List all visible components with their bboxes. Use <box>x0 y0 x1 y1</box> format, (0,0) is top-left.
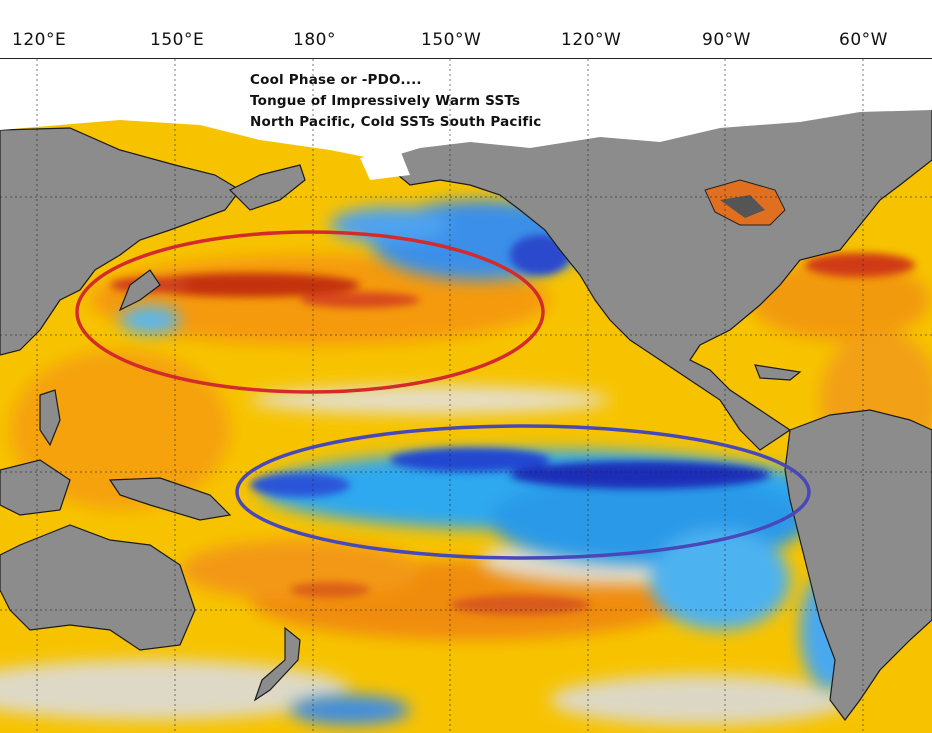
sst-map <box>0 59 932 733</box>
north-pacific-warm-ellipse <box>75 230 545 394</box>
annotation-line-3: North Pacific, Cold SSTs South Pacific <box>250 114 542 130</box>
lon-label-120e: 120°E <box>12 30 67 50</box>
lon-label-180: 180° <box>293 30 336 50</box>
phase-annotation: Cool Phase or -PDO.... Tongue of Impress… <box>250 70 542 133</box>
annotation-line-2: Tongue of Impressively Warm SSTs <box>250 93 521 109</box>
graticule <box>0 59 932 733</box>
sst-map-canvas <box>0 59 932 733</box>
hudson-bay <box>704 179 786 226</box>
lon-label-60w: 60°W <box>839 30 888 50</box>
annotation-line-1: Cool Phase or -PDO.... <box>250 72 422 88</box>
lon-label-90w: 90°W <box>702 30 751 50</box>
cold-core <box>250 235 770 497</box>
south-pacific-cold-ellipse <box>235 424 811 560</box>
lon-label-150w: 150°W <box>421 30 482 50</box>
lon-label-150e: 150°E <box>150 30 205 50</box>
sea-ice <box>0 59 932 180</box>
land-masses <box>0 104 932 721</box>
lon-label-120w: 120°W <box>561 30 622 50</box>
longitude-axis: 120°E 150°E 180° 150°W 120°W 90°W 60°W <box>0 0 932 59</box>
